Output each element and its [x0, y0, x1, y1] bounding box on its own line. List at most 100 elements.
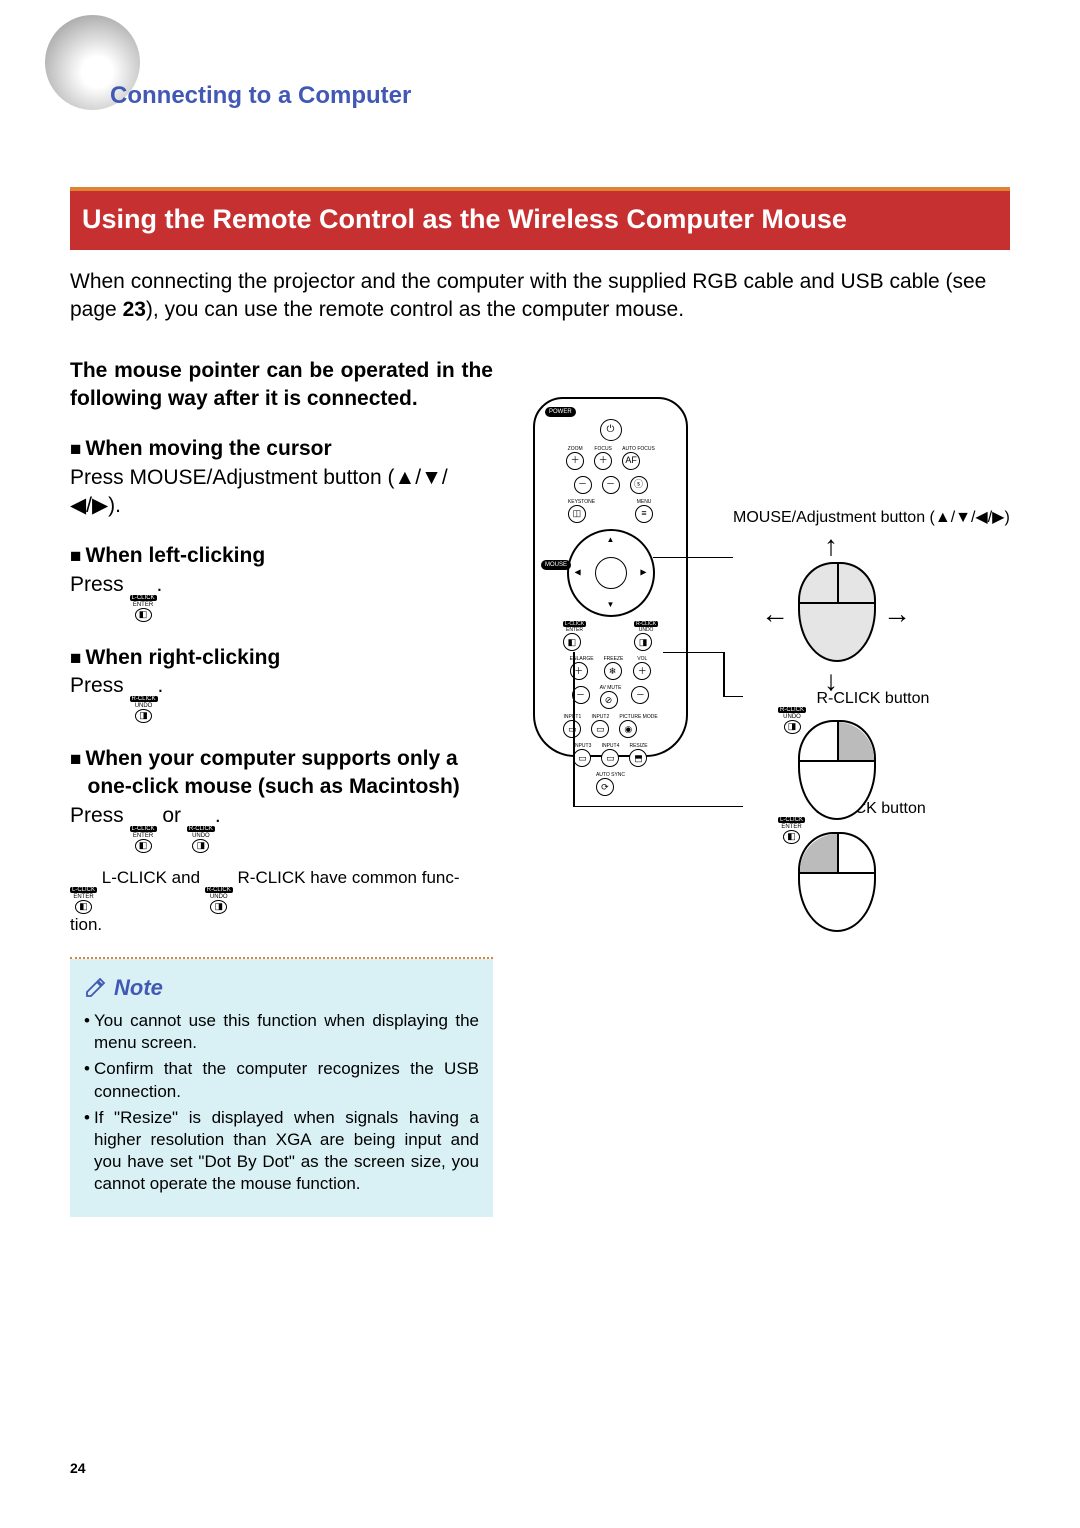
lclick-icon-3: L-CLICKENTER◧ — [70, 887, 97, 914]
rccs: UNDO — [783, 714, 801, 720]
note-bullet: You cannot use this function when displa… — [84, 1010, 479, 1054]
item-body-oneclick: Press L-CLICKENTER◧ or R-CLICKUNDO◨. — [70, 802, 493, 853]
item-body-left: Press L-CLICK ENTER ◧ . — [70, 571, 493, 622]
rclick-icon-callout: R-CLICKUNDO◨ — [778, 707, 806, 734]
arrow-right-icon: → — [883, 595, 911, 633]
title-bar: Using the Remote Control as the Wireless… — [70, 187, 1010, 249]
lc3t: L-CLICK — [70, 887, 97, 893]
lead-line — [723, 696, 743, 698]
remote-dpad: ▲ ▼ ◀ ▶ — [567, 529, 655, 617]
glyph-left: ◀ — [70, 494, 86, 517]
rc2t: R-CLICK — [187, 826, 215, 832]
note-bullet: Confirm that the computer recognizes the… — [84, 1058, 479, 1102]
item-head-oneclick: ■When your computer supports only a one-… — [70, 745, 493, 802]
lccs: ENTER — [781, 824, 801, 830]
intro-page-ref: 23 — [123, 298, 146, 321]
intro-paragraph: When connecting the projector and the co… — [70, 268, 1010, 325]
move-b: ). — [108, 494, 121, 517]
cf-b: R-CLICK have common func- — [238, 868, 460, 887]
cf-c: tion. — [70, 915, 102, 934]
pencil-icon — [84, 975, 108, 999]
oc-b: . — [215, 804, 221, 827]
rclick-icon: R-CLICK UNDO ◨ — [130, 696, 158, 723]
lclick-icon-callout: L-CLICKENTER◧ — [778, 817, 805, 844]
rlbl: R-CLICK — [634, 621, 658, 628]
lclick-icon: L-CLICK ENTER ◧ — [130, 595, 157, 622]
rlbl: PICTURE MODE — [619, 715, 657, 720]
lead-line — [573, 652, 575, 807]
mouse-adjust-diagram — [798, 562, 876, 662]
power-badge: POWER — [545, 407, 576, 417]
left-column: The mouse pointer can be operated in the… — [70, 357, 493, 1217]
rclick-top: R-CLICK — [130, 696, 158, 702]
remote-outline: POWER ⏻ ZOOM＋FOCUS＋AUTO FOCUSAF －－ⓢ KEYS… — [533, 397, 688, 757]
left-a: Press — [70, 573, 130, 596]
rclick-icon-2: R-CLICKUNDO◨ — [187, 826, 215, 853]
rlbl: FOCUS — [594, 447, 612, 452]
section-heading: Connecting to a Computer — [110, 80, 1050, 112]
rlbl: KEYSTONE — [568, 500, 595, 505]
arrow-down-icon: ↓ — [824, 662, 838, 700]
note-bullet: If "Resize" is displayed when signals ha… — [84, 1107, 479, 1195]
rlbl: AV MUTE — [600, 686, 622, 691]
lclick-top: L-CLICK — [130, 595, 157, 601]
rlbl: INPUT2 — [591, 715, 609, 720]
page-number: 24 — [70, 1459, 86, 1478]
item-head-move-text: When moving the cursor — [85, 437, 331, 460]
lead-text: The mouse pointer can be operated in the… — [70, 357, 493, 414]
lcct: L-CLICK — [778, 817, 805, 823]
right-a: Press — [70, 674, 130, 697]
rlbl: UNDO — [634, 628, 658, 633]
note-label-text: Note — [114, 973, 163, 1003]
lclick-icon-2: L-CLICKENTER◧ — [130, 826, 157, 853]
oneclick-h1: When your computer supports only a — [85, 747, 457, 770]
callout-adjust: MOUSE/Adjustment button (▲/▼/◀/▶) — [733, 507, 1010, 529]
right-column: POWER ⏻ ZOOM＋FOCUS＋AUTO FOCUSAF －－ⓢ KEYS… — [533, 357, 1010, 1217]
rlbl: INPUT4 — [601, 744, 619, 749]
rlbl: AUTO FOCUS — [622, 447, 655, 452]
lclick-sub: ENTER — [133, 602, 153, 608]
lc3s: ENTER — [73, 894, 93, 900]
lc2t: L-CLICK — [130, 826, 157, 832]
item-body-move: Press MOUSE/Adjustment button (▲/▼/ ◀/▶)… — [70, 464, 493, 521]
rclick-icon-3: R-CLICKUNDO◨ — [205, 887, 233, 914]
remote-mouse-diagram: POWER ⏻ ZOOM＋FOCUS＋AUTO FOCUSAF －－ⓢ KEYS… — [533, 387, 1010, 987]
note-box: Note You cannot use this function when d… — [70, 959, 493, 1217]
arrow-up-icon: ↑ — [824, 527, 838, 565]
rlbl: AUTO SYNC — [596, 773, 625, 778]
item-head-left-text: When left-clicking — [85, 544, 265, 567]
item-head-right: ■When right-clicking — [70, 644, 493, 672]
rcct: R-CLICK — [778, 707, 806, 713]
note-label: Note — [84, 973, 479, 1003]
glyph-up: ▲ — [394, 466, 415, 489]
cf-a: L-CLICK and — [102, 868, 205, 887]
oc-mid: or — [162, 804, 187, 827]
lead-line — [723, 652, 725, 697]
item-body-right: Press R-CLICK UNDO ◨ . — [70, 672, 493, 723]
mouse-lclick-diagram — [798, 832, 876, 932]
rlbl: FREEZE — [604, 657, 624, 662]
lead-line — [653, 557, 733, 559]
rlbl: MENU — [635, 500, 653, 505]
glyph-right: ▶ — [92, 494, 108, 517]
rlbl: ZOOM — [566, 447, 584, 452]
rc3t: R-CLICK — [205, 887, 233, 893]
mouse-rclick-diagram — [798, 720, 876, 820]
rlbl: L-CLICK — [563, 621, 586, 628]
rlbl: ENTER — [563, 628, 586, 633]
intro-text-b: ), you can use the remote control as the… — [146, 298, 684, 321]
item-head-left: ■When left-clicking — [70, 542, 493, 570]
rc2s: UNDO — [192, 833, 210, 839]
oc-a: Press — [70, 804, 130, 827]
oneclick-h2: one-click mouse (such as Macintosh) — [88, 775, 460, 798]
rlbl: VOL — [633, 657, 651, 662]
item-head-right-text: When right-clicking — [85, 646, 280, 669]
rlbl: RESIZE — [629, 744, 647, 749]
rlbl: INPUT3 — [573, 744, 591, 749]
move-a: Press MOUSE/Adjustment button ( — [70, 466, 394, 489]
arrow-left-icon: ← — [761, 595, 789, 633]
common-func-line: L-CLICKENTER◧ L-CLICK and R-CLICKUNDO◨ R… — [70, 867, 493, 937]
lead-line — [663, 652, 723, 654]
lead-line — [573, 806, 743, 808]
rc3s: UNDO — [210, 894, 228, 900]
